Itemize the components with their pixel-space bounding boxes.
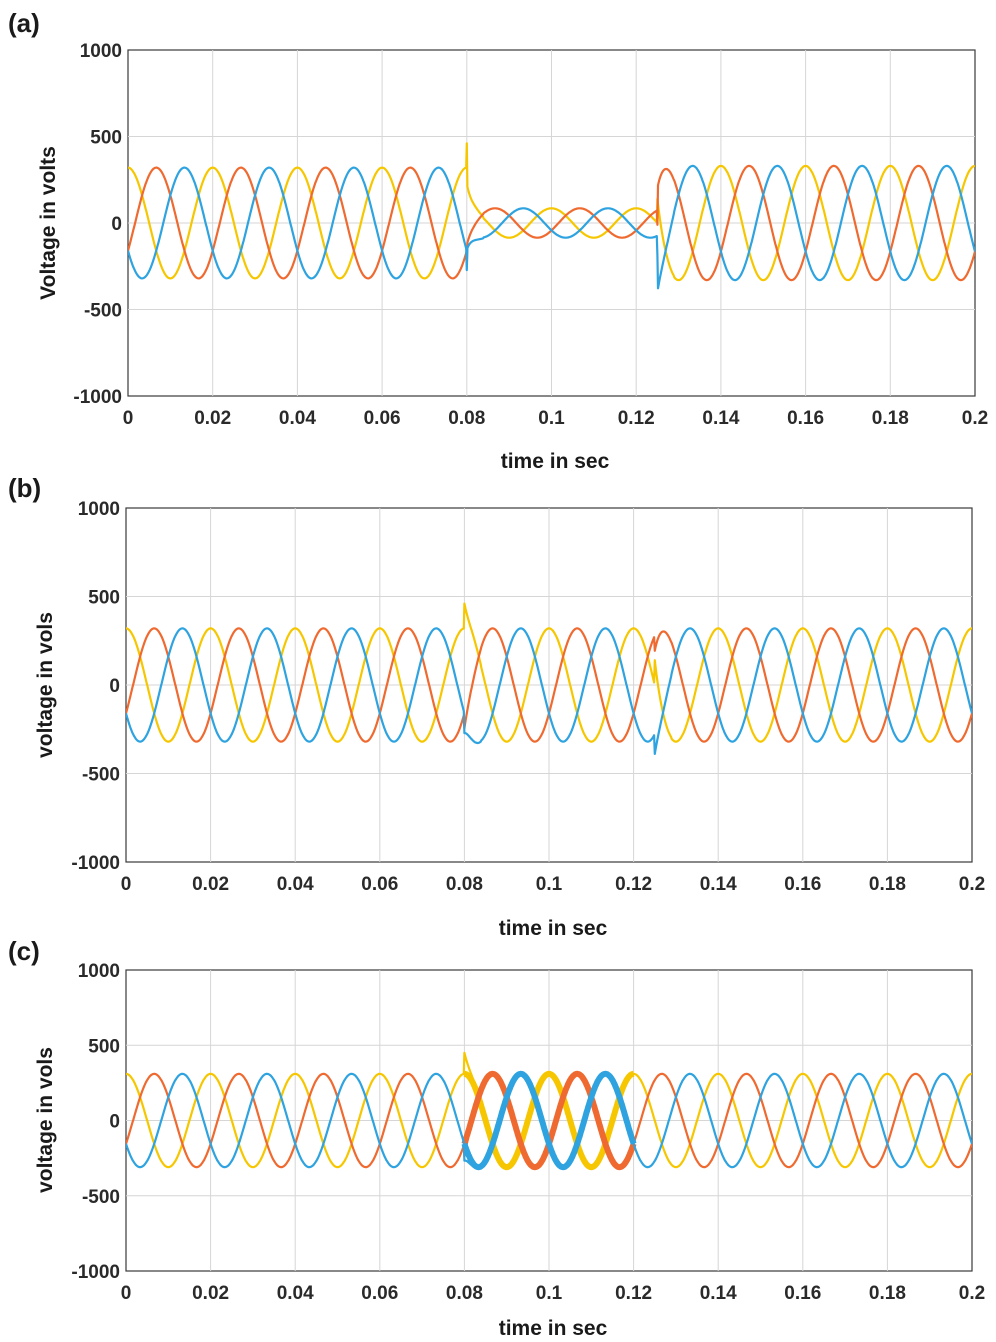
x-tick-label: 0.1 <box>536 1283 563 1304</box>
x-tick-label: 0.16 <box>787 408 824 429</box>
x-tick-label: 0.18 <box>869 1283 906 1304</box>
x-tick-label: 0.18 <box>869 874 906 895</box>
x-tick-label: 0.02 <box>194 408 231 429</box>
x-tick-label: 0.16 <box>784 1283 821 1304</box>
y-tick-label: 500 <box>88 588 120 609</box>
y-tick-label: 500 <box>90 128 122 149</box>
x-tick-label: 0.14 <box>700 1283 737 1304</box>
x-tick-label: 0.16 <box>784 874 821 895</box>
x-axis-label: time in sec <box>499 1317 608 1340</box>
y-tick-label: -1000 <box>71 853 120 874</box>
y-tick-label: 500 <box>88 1036 120 1057</box>
x-tick-label: 0.2 <box>959 1283 985 1304</box>
x-tick-label: 0.18 <box>872 408 909 429</box>
chart-panel-0: 0 0.02 0.04 0.06 0.08 0.1 0.12 0.14 0.16 0.18 0.2 1… <box>8 8 988 473</box>
y-axis-label: voltage in vols <box>34 1047 57 1193</box>
x-tick-label: 0.02 <box>192 874 229 895</box>
chart-panel-1: 0 0.02 0.04 0.06 0.08 0.1 0.12 0.14 0.16 0.18 0.2 1… <box>8 473 985 940</box>
y-tick-label: 1000 <box>80 41 122 62</box>
x-tick-label: 0.04 <box>279 408 316 429</box>
y-tick-label: 0 <box>109 1112 120 1133</box>
x-tick-label: 0 <box>121 874 132 895</box>
x-tick-label: 0.2 <box>962 408 988 429</box>
x-tick-label: 0.1 <box>538 408 565 429</box>
x-tick-label: 0 <box>123 408 134 429</box>
x-tick-label: 0.04 <box>277 1283 314 1304</box>
x-tick-label: 0 <box>121 1283 132 1304</box>
y-tick-label: -500 <box>82 1187 120 1208</box>
y-tick-label: -500 <box>82 765 120 786</box>
x-tick-label: 0.2 <box>959 874 985 895</box>
y-tick-label: 1000 <box>78 499 120 520</box>
y-tick-label: 0 <box>109 676 120 697</box>
series-line-thick-2 <box>461 1070 637 1171</box>
x-tick-label: 0.14 <box>702 408 739 429</box>
x-tick-label: 0.02 <box>192 1283 229 1304</box>
x-axis-label: time in sec <box>501 450 610 473</box>
y-tick-label: -1000 <box>73 387 122 408</box>
series-line-2 <box>128 164 975 290</box>
x-axis-label: time in sec <box>499 917 608 940</box>
y-tick-label: 0 <box>111 214 122 235</box>
panel-label: (c) <box>8 936 40 966</box>
x-tick-label: 0.1 <box>536 874 563 895</box>
y-axis-label: Voltage in volts <box>37 146 60 300</box>
y-tick-label: 1000 <box>78 961 120 982</box>
x-tick-label: 0.04 <box>277 874 314 895</box>
x-tick-label: 0.12 <box>615 1283 652 1304</box>
series-line-2 <box>126 627 972 755</box>
x-tick-label: 0.06 <box>364 408 401 429</box>
y-tick-label: -1000 <box>71 1262 120 1283</box>
x-tick-label: 0.12 <box>615 874 652 895</box>
y-axis-label: voltage in vols <box>34 612 57 758</box>
x-tick-label: 0.14 <box>700 874 737 895</box>
x-tick-label: 0.08 <box>448 408 485 429</box>
x-tick-label: 0.12 <box>618 408 655 429</box>
x-tick-label: 0.06 <box>361 1283 398 1304</box>
x-tick-label: 0.08 <box>446 874 483 895</box>
panel-label: (a) <box>8 8 40 38</box>
chart-panel-2: 0 0.02 0.04 0.06 0.08 0.1 0.12 0.14 0.16 0.18 0.2 1… <box>8 936 985 1340</box>
panel-label: (b) <box>8 473 41 503</box>
x-tick-label: 0.08 <box>446 1283 483 1304</box>
y-tick-label: -500 <box>84 301 122 322</box>
x-tick-label: 0.06 <box>361 874 398 895</box>
